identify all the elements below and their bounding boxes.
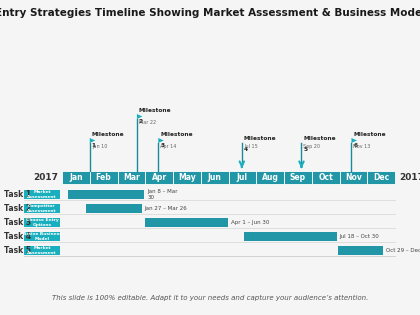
Bar xyxy=(118,171,145,184)
Text: Mar: Mar xyxy=(123,173,140,182)
Text: 6: 6 xyxy=(354,137,357,148)
Bar xyxy=(201,171,228,184)
Polygon shape xyxy=(137,114,142,119)
Text: Task 2: Task 2 xyxy=(5,204,32,213)
Text: Milestone: Milestone xyxy=(354,132,386,137)
Bar xyxy=(24,246,60,255)
Bar xyxy=(244,232,337,241)
Bar xyxy=(228,171,256,184)
Bar xyxy=(62,171,90,184)
Text: Nov 13: Nov 13 xyxy=(354,144,371,149)
Text: Apr: Apr xyxy=(152,173,167,182)
Text: 2017: 2017 xyxy=(33,173,58,182)
Bar xyxy=(256,171,284,184)
Text: 2017: 2017 xyxy=(399,173,420,182)
Bar xyxy=(145,171,173,184)
Text: Competitor
Assessment: Competitor Assessment xyxy=(27,204,57,213)
Polygon shape xyxy=(158,138,164,143)
Text: Jul 15: Jul 15 xyxy=(244,144,257,149)
Text: May: May xyxy=(178,173,196,182)
Text: Milestone: Milestone xyxy=(92,132,124,137)
Text: Market
Assessment: Market Assessment xyxy=(27,246,57,255)
Text: 3: 3 xyxy=(160,137,164,148)
Text: Apr 1 – Jun 30: Apr 1 – Jun 30 xyxy=(231,220,269,225)
Text: Active Business
Model: Active Business Model xyxy=(23,232,61,241)
Text: Market
Assessment: Market Assessment xyxy=(27,190,57,199)
Bar xyxy=(339,171,367,184)
Text: Task 1: Task 1 xyxy=(5,190,32,199)
Text: Nov: Nov xyxy=(345,173,362,182)
Bar xyxy=(86,204,142,213)
Text: 1: 1 xyxy=(92,137,96,148)
Text: Sep 20: Sep 20 xyxy=(304,144,320,149)
Text: Milestone: Milestone xyxy=(139,108,171,113)
Text: 4: 4 xyxy=(244,141,248,152)
Text: Task 3: Task 3 xyxy=(5,218,32,227)
Text: Choose Entry
Options: Choose Entry Options xyxy=(26,218,58,227)
Bar xyxy=(312,171,339,184)
Text: Task 5: Task 5 xyxy=(5,246,32,255)
Text: Sep: Sep xyxy=(290,173,306,182)
Bar xyxy=(68,190,144,199)
Bar xyxy=(24,232,60,241)
Text: Apr 14: Apr 14 xyxy=(160,144,177,149)
Text: Mar 22: Mar 22 xyxy=(139,120,156,125)
Bar xyxy=(367,171,395,184)
Bar xyxy=(145,218,228,227)
Polygon shape xyxy=(352,138,357,143)
Bar xyxy=(90,171,118,184)
Text: Jan 27 – Mar 26: Jan 27 – Mar 26 xyxy=(144,206,187,211)
Bar xyxy=(173,171,201,184)
Bar xyxy=(338,246,383,255)
Text: Jan 8 – Mar
30: Jan 8 – Mar 30 xyxy=(147,189,178,200)
Text: This slide is 100% editable. Adapt it to your needs and capture your audience’s : This slide is 100% editable. Adapt it to… xyxy=(52,295,368,301)
Polygon shape xyxy=(90,138,95,143)
Text: Milestone: Milestone xyxy=(160,132,193,137)
Text: Oct 29 – Dec 17: Oct 29 – Dec 17 xyxy=(386,248,420,253)
Bar xyxy=(284,171,312,184)
Text: Jul: Jul xyxy=(237,173,248,182)
Text: Milestone: Milestone xyxy=(304,136,336,141)
Text: Aug: Aug xyxy=(262,173,278,182)
Text: Jan 10: Jan 10 xyxy=(92,144,107,149)
Text: Jun: Jun xyxy=(207,173,222,182)
Bar xyxy=(24,204,60,213)
Text: Milestone: Milestone xyxy=(244,136,276,141)
Bar xyxy=(24,190,60,199)
Text: 5: 5 xyxy=(304,141,307,152)
Text: Jan: Jan xyxy=(69,173,83,182)
Text: Oct: Oct xyxy=(318,173,333,182)
Text: Task 4: Task 4 xyxy=(5,232,32,241)
Text: Entry Strategies Timeline Showing Market Assessment & Business Model: Entry Strategies Timeline Showing Market… xyxy=(0,8,420,18)
Bar xyxy=(24,218,60,227)
Text: Dec: Dec xyxy=(373,173,389,182)
Text: Feb: Feb xyxy=(96,173,111,182)
Text: 2: 2 xyxy=(139,113,143,124)
Text: Jul 18 – Oct 30: Jul 18 – Oct 30 xyxy=(340,234,380,239)
